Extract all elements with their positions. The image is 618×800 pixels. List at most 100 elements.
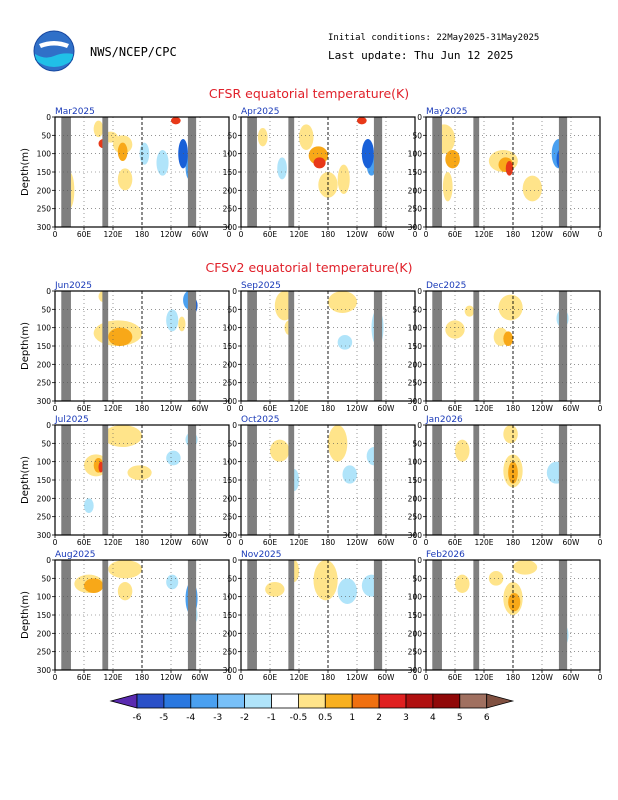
colorbar-label: -0.5 — [290, 713, 308, 723]
y-tick-label: 150 — [37, 342, 52, 351]
y-tick-label: 0 — [417, 421, 422, 430]
x-tick-label: 60E — [263, 230, 278, 239]
anomaly-blob — [127, 465, 152, 480]
anomaly-blob — [103, 425, 142, 447]
land-mask — [432, 117, 442, 227]
x-tick-label: 120W — [160, 404, 182, 413]
land-mask — [432, 560, 442, 670]
y-tick-label: 50 — [227, 305, 237, 314]
anomaly-blob — [328, 291, 357, 313]
panel-title: Jan2026 — [425, 415, 463, 425]
x-tick-label: 120W — [346, 404, 368, 413]
x-tick-label: 0 — [53, 404, 58, 413]
panel-field — [426, 560, 600, 670]
x-tick-label: 0 — [227, 230, 232, 239]
x-tick-label: 120E — [289, 538, 308, 547]
y-axis-label: Depth(m) — [20, 148, 31, 196]
panel-field — [241, 560, 415, 670]
land-mask — [373, 560, 383, 670]
x-tick-label: 180 — [506, 404, 521, 413]
anomaly-blob — [442, 172, 453, 202]
x-tick-label: 0 — [53, 673, 58, 682]
y-tick-label: 100 — [223, 593, 238, 602]
panel-nov2025 — [238, 559, 416, 673]
y-tick-label: 100 — [37, 458, 52, 467]
anomaly-blob — [117, 582, 133, 601]
anomaly-blob — [166, 574, 179, 590]
x-tick-label: 60W — [563, 404, 581, 413]
y-tick-label: 0 — [417, 556, 422, 565]
y-tick-label: 300 — [408, 531, 423, 540]
y-tick-label: 200 — [223, 629, 238, 638]
land-mask — [432, 425, 442, 535]
x-tick-label: 60W — [563, 673, 581, 682]
anomaly-blob — [117, 142, 128, 161]
land-mask — [102, 291, 109, 401]
colorbar-label: 3 — [403, 713, 409, 723]
anomaly-blob — [503, 425, 518, 444]
x-tick-label: 180 — [135, 538, 150, 547]
x-tick-label: 0 — [227, 538, 232, 547]
anomaly-blob — [342, 465, 357, 484]
colorbar-label: -6 — [133, 713, 142, 723]
land-mask — [558, 560, 568, 670]
land-mask — [247, 291, 257, 401]
colorbar-swatch — [244, 693, 272, 709]
x-tick-label: 60E — [448, 538, 463, 547]
x-tick-label: 0 — [424, 230, 429, 239]
x-tick-label: 60W — [378, 404, 396, 413]
colorbar-label: -3 — [213, 713, 222, 723]
y-tick-label: 50 — [41, 131, 51, 140]
land-mask — [102, 425, 109, 535]
y-tick-label: 250 — [37, 648, 52, 657]
panel-title: Sep2025 — [241, 281, 281, 291]
anomaly-blob — [270, 439, 290, 462]
panel-jan2026 — [423, 424, 601, 538]
panel-title: May2025 — [426, 107, 468, 117]
y-tick-label: 0 — [46, 421, 51, 430]
panel-field — [426, 117, 600, 227]
y-tick-label: 250 — [408, 513, 423, 522]
x-tick-label: 120E — [474, 673, 493, 682]
y-tick-label: 250 — [37, 513, 52, 522]
y-tick-label: 150 — [37, 476, 52, 485]
panel-may2025 — [423, 116, 601, 230]
land-mask — [61, 560, 71, 670]
section-title-cfsr: CFSR equatorial temperature(K) — [209, 86, 409, 101]
y-tick-label: 200 — [37, 494, 52, 503]
y-tick-label: 50 — [412, 574, 422, 583]
anomaly-blob — [488, 571, 504, 586]
y-tick-label: 100 — [223, 458, 238, 467]
x-tick-label: 120W — [160, 230, 182, 239]
anomaly-blob — [498, 294, 523, 321]
x-tick-label: 60W — [192, 404, 210, 413]
panel-title: Jul2025 — [54, 415, 89, 425]
anomaly-blob — [455, 574, 470, 593]
x-tick-label: 60W — [563, 230, 581, 239]
land-mask — [247, 425, 257, 535]
y-tick-label: 50 — [227, 131, 237, 140]
panel-title: Dec2025 — [426, 281, 466, 291]
colorbar-swatch — [378, 693, 407, 709]
y-tick-label: 50 — [41, 439, 51, 448]
y-tick-label: 200 — [223, 186, 238, 195]
y-tick-label: 0 — [232, 421, 237, 430]
y-tick-label: 200 — [223, 360, 238, 369]
anomaly-blob — [337, 164, 350, 194]
noaa-logo — [33, 30, 75, 72]
colorbar-label: -1 — [267, 713, 276, 723]
anomaly-blob — [108, 560, 142, 579]
panel-title: Oct2025 — [241, 415, 279, 425]
panel-title: Jun2025 — [54, 281, 92, 291]
panel-field — [55, 560, 229, 670]
anomaly-blob — [108, 327, 133, 347]
y-tick-label: 100 — [408, 150, 423, 159]
panel-title: Aug2025 — [55, 550, 95, 560]
land-mask — [473, 291, 480, 401]
panel-title: Apr2025 — [241, 107, 279, 117]
colorbar-label: 1 — [349, 713, 355, 723]
x-tick-label: 60E — [448, 673, 463, 682]
land-mask — [432, 291, 442, 401]
y-tick-label: 300 — [223, 397, 238, 406]
org-label: NWS/NCEP/CPC — [90, 45, 177, 59]
